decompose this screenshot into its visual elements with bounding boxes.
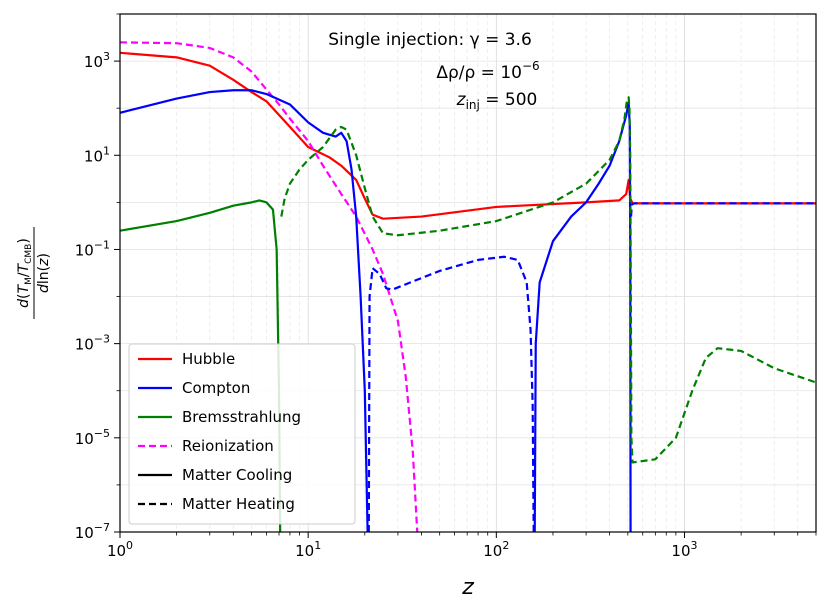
legend: Hubble Compton Bremsstrahlung Reionization M… <box>128 343 356 525</box>
annotation-zinj: zinj = 500 <box>456 90 538 112</box>
legend-entry-hubble: Hubble <box>138 350 235 368</box>
plot-frame <box>119 13 817 533</box>
series-layer <box>120 41 816 532</box>
y-tick-label: 10−1 <box>75 238 110 259</box>
series-compton-cooling-early <box>120 89 369 532</box>
series-reionization <box>120 41 419 532</box>
legend-label: Matter Heating <box>182 495 295 513</box>
y-tick-label: 103 <box>84 50 110 71</box>
y-axis-label: d(TM/TCMB) dln(z) <box>16 227 52 319</box>
annotation-title: Single injection: γ = 3.6 <box>328 30 532 50</box>
y-tick-label: 10−7 <box>75 521 110 542</box>
x-tick-label: 101 <box>295 539 321 560</box>
legend-entry-reionization: Reionization <box>138 437 274 455</box>
annotation-density: Δρ/ρ = 10−6 <box>436 59 539 83</box>
series-bremsstrahlung-heating <box>280 96 816 464</box>
major-ticks <box>114 13 685 538</box>
series-hubble <box>120 51 816 220</box>
y-tick-label: 10−5 <box>75 427 110 448</box>
svg-text:dln(z): dln(z) <box>36 253 52 293</box>
legend-entry-compton: Compton <box>138 379 250 397</box>
legend-label: Reionization <box>182 437 274 455</box>
x-tick-labels: 100 101 102 103 <box>107 539 698 560</box>
legend-label: Bremsstrahlung <box>182 408 301 426</box>
y-tick-label: 101 <box>84 144 110 165</box>
series-compton-heating-tail <box>629 202 816 217</box>
legend-entry-matter-heating: Matter Heating <box>138 495 295 513</box>
svg-text:d(TM/TCMB): d(TM/TCMB) <box>16 238 34 308</box>
y-tick-label: 10−3 <box>75 333 110 354</box>
y-tick-labels: 10−7 10−5 10−3 10−1 101 103 <box>75 50 110 542</box>
x-axis-label: z <box>461 575 474 600</box>
legend-box <box>128 343 356 525</box>
series-compton-heating <box>367 255 535 532</box>
legend-entry-bremsstrahlung: Bremsstrahlung <box>138 408 301 426</box>
legend-entry-matter-cooling: Matter Cooling <box>138 466 292 484</box>
legend-label: Compton <box>182 379 250 397</box>
legend-label: Hubble <box>182 350 235 368</box>
x-tick-label: 103 <box>671 539 697 560</box>
series-bremsstrahlung-cooling <box>120 199 282 532</box>
series-compton-cooling-late <box>533 101 632 532</box>
x-tick-label: 102 <box>483 539 509 560</box>
legend-label: Matter Cooling <box>182 466 292 484</box>
x-tick-label: 100 <box>107 539 133 560</box>
